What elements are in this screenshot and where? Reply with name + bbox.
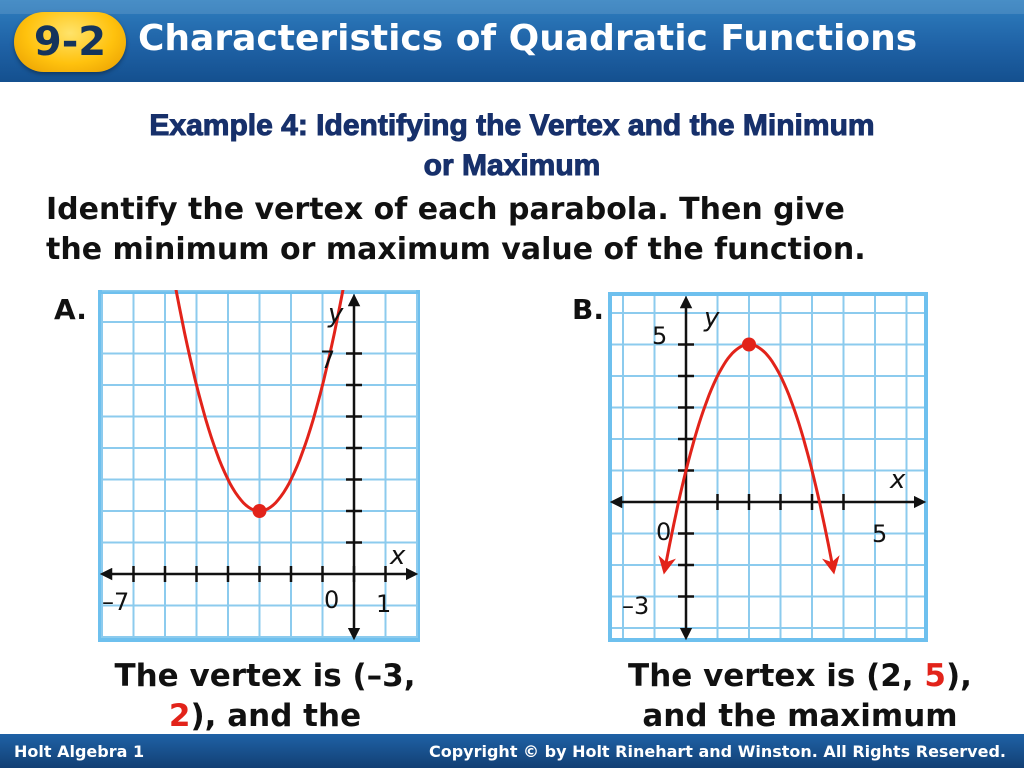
graph-b-vertex-point: [742, 337, 756, 352]
answer-a-line1: The vertex is (–3,: [114, 658, 416, 694]
graph-b-tick-y-neg3: –3: [622, 592, 649, 620]
answer-b-close: ),: [946, 658, 972, 694]
graph-b: y x 5 –3 0 5: [608, 292, 928, 642]
example-title: Example 4: Identifying the Vertex and th…: [20, 106, 1004, 186]
graph-b-origin-label: 0: [656, 518, 671, 546]
answer-a-mid: ), and the: [190, 698, 362, 734]
graph-b-tick-y-5: 5: [652, 322, 667, 350]
example-title-line2: or Maximum: [423, 149, 601, 183]
part-a-label: A.: [54, 293, 87, 326]
graph-a-origin-label: 0: [324, 586, 339, 614]
part-b-label: B.: [572, 293, 604, 326]
instruction-line1: Identify the vertex of each parabola. Th…: [46, 192, 845, 227]
answer-b-prefix: The vertex is (2,: [628, 658, 914, 694]
graph-a-tick-x-1: 1: [376, 590, 391, 618]
graph-b-y-label: y: [703, 303, 720, 333]
graph-a-y-label: y: [327, 299, 344, 329]
graph-a-ticks: [132, 352, 387, 582]
lesson-badge: 9-2: [14, 12, 126, 72]
graph-a-vertex-point: [252, 504, 267, 518]
example-title-line1: Example 4: Identifying the Vertex and th…: [149, 109, 875, 143]
graph-a-x-label: x: [389, 541, 406, 571]
graph-b-ticks: [678, 343, 845, 598]
graph-b-grid: [612, 296, 924, 638]
instruction-line2: the minimum or maximum value of the func…: [46, 232, 866, 267]
answer-b-line1: The vertex is (2, 5),: [590, 656, 1010, 696]
footer-book-title: Holt Algebra 1: [14, 742, 145, 761]
answer-b-vertex-y: 5: [924, 658, 946, 694]
slide-header: 9-2 Characteristics of Quadratic Functio…: [0, 0, 1024, 82]
instruction-text: Identify the vertex of each parabola. Th…: [46, 190, 1006, 270]
slide-footer: Holt Algebra 1 Copyright © by Holt Rineh…: [0, 734, 1024, 768]
answer-b: The vertex is (2, 5), and the maximum is…: [590, 656, 1010, 776]
header-highlight: [0, 0, 1024, 14]
lesson-title: Characteristics of Quadratic Functions: [138, 18, 918, 59]
graph-a-tick-x-min: –7: [102, 588, 129, 616]
answer-a-line2: 2), and the: [60, 696, 470, 736]
answer-a-vertex-y: 2: [168, 698, 191, 734]
graph-b-x-label: x: [889, 465, 906, 495]
lesson-number: 9-2: [33, 19, 107, 65]
graph-b-tick-x-5: 5: [872, 520, 887, 548]
graph-a: y x 7 –7 0 1: [98, 290, 420, 642]
graph-a-tick-y-7: 7: [320, 346, 335, 374]
graph-b-frame: [608, 292, 928, 642]
footer-copyright: Copyright © by Holt Rinehart and Winston…: [428, 742, 1006, 761]
answer-b-line2: and the maximum: [642, 698, 958, 734]
